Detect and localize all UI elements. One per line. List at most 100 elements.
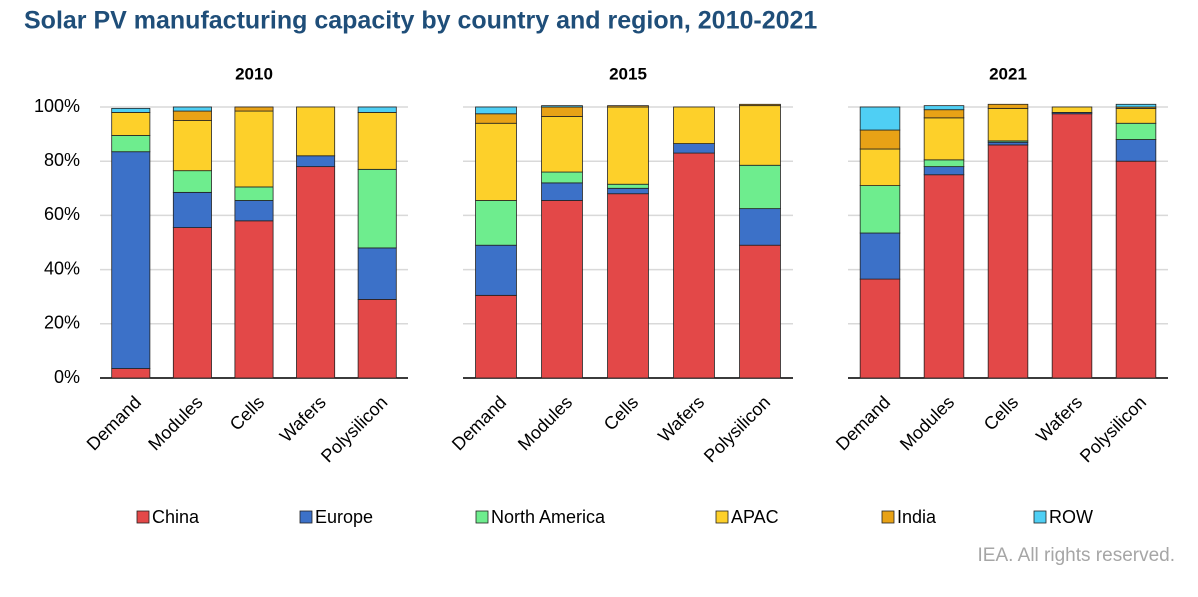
bar-segment xyxy=(739,105,781,166)
x-tick-label: Modules xyxy=(896,392,958,454)
bar-segment xyxy=(541,106,583,117)
footer: IEA. All rights reserved. xyxy=(978,545,1175,566)
bar-segment xyxy=(923,109,965,119)
bar-segment xyxy=(607,193,649,379)
bar-segment xyxy=(172,120,212,172)
panel-title: 2015 xyxy=(609,64,647,83)
bar-segment xyxy=(475,294,517,379)
bar-segment xyxy=(234,106,274,112)
panel-title: 2010 xyxy=(235,64,273,83)
bar-segment xyxy=(987,141,1029,146)
y-tick-label: 40% xyxy=(44,258,80,278)
bar-segment xyxy=(296,155,336,168)
legend-label: ROW xyxy=(1049,507,1093,527)
bar-segment xyxy=(859,278,901,379)
bar-segment xyxy=(475,106,517,115)
bar-segment xyxy=(673,143,715,154)
bar-segment xyxy=(923,117,965,161)
page-title: Solar PV manufacturing capacity by count… xyxy=(24,7,817,35)
x-tick-label: Modules xyxy=(144,392,206,454)
legend-swatch xyxy=(715,510,729,524)
bar-segment xyxy=(111,107,151,113)
bar-segment xyxy=(607,187,649,195)
legend-label: Europe xyxy=(315,507,373,527)
x-tick-label: Cells xyxy=(226,392,268,434)
bar-segment xyxy=(1115,160,1157,379)
bar-segment xyxy=(475,122,517,201)
bar-segment xyxy=(357,106,397,113)
bar-segment xyxy=(673,152,715,379)
legend-label: China xyxy=(152,507,200,527)
bar-segment xyxy=(923,166,965,176)
bar-segment xyxy=(859,148,901,186)
bar-segment xyxy=(111,368,151,379)
legend-swatch xyxy=(1033,510,1047,524)
bar-segment xyxy=(1115,107,1157,124)
legend-swatch xyxy=(475,510,489,524)
bar-segment xyxy=(172,191,212,228)
bar-segment xyxy=(607,183,649,189)
bar-segment xyxy=(859,106,901,131)
x-tick-label: Wafers xyxy=(276,392,330,446)
bar-segment xyxy=(859,232,901,280)
y-tick-label: 60% xyxy=(44,204,80,224)
legend-label: North America xyxy=(491,507,606,527)
x-tick-label: Wafers xyxy=(1032,392,1086,446)
legend-swatch xyxy=(299,510,313,524)
bar-segment xyxy=(541,171,583,184)
x-tick-label: Demand xyxy=(832,392,894,454)
x-tick-label: Polysilicon xyxy=(1076,392,1150,466)
bar-segment xyxy=(987,144,1029,379)
bar-segment xyxy=(541,116,583,173)
bar-segment xyxy=(357,168,397,249)
bar-segment xyxy=(739,208,781,246)
x-tick-label: Cells xyxy=(980,392,1022,434)
bar-segment xyxy=(172,106,212,112)
bar-segment xyxy=(111,112,151,136)
bar-segment xyxy=(296,106,336,157)
legend-swatch xyxy=(136,510,150,524)
legend-label: APAC xyxy=(731,507,779,527)
bar-segment xyxy=(923,159,965,168)
bar-segment xyxy=(475,244,517,296)
bar-segment xyxy=(541,105,583,108)
bar-segment xyxy=(234,186,274,201)
x-tick-label: Demand xyxy=(83,392,145,454)
bar-segment xyxy=(172,110,212,121)
bar-segment xyxy=(234,110,274,188)
bar-segment xyxy=(172,227,212,379)
bar-segment xyxy=(923,105,965,111)
bar-segment xyxy=(859,185,901,234)
bar-segment xyxy=(111,151,151,369)
bar-segment xyxy=(987,107,1029,142)
x-tick-label: Cells xyxy=(600,392,642,434)
bar-segment xyxy=(739,103,781,107)
bar-segment xyxy=(673,106,715,144)
bar-segment xyxy=(1115,122,1157,140)
bar-segment xyxy=(234,220,274,379)
bar-segment xyxy=(234,200,274,222)
bar-segment xyxy=(357,112,397,170)
bar-segment xyxy=(1115,139,1157,162)
bar-segment xyxy=(541,182,583,201)
bar-segment xyxy=(357,299,397,379)
y-tick-label: 100% xyxy=(34,96,80,116)
bar-segment xyxy=(1115,103,1157,108)
panel-title: 2021 xyxy=(989,64,1027,83)
bar-segment xyxy=(859,129,901,150)
legend-label: India xyxy=(897,507,937,527)
bar-segment xyxy=(296,166,336,379)
legend-swatch xyxy=(881,510,895,524)
bar-segment xyxy=(111,135,151,153)
bar-segment xyxy=(357,247,397,300)
x-tick-label: Modules xyxy=(514,392,576,454)
y-tick-label: 80% xyxy=(44,150,80,170)
bar-segment xyxy=(923,174,965,379)
bar-segment xyxy=(739,244,781,379)
bar-segment xyxy=(475,200,517,246)
bar-segment xyxy=(607,106,649,185)
bar-segment xyxy=(541,200,583,379)
bar-segment xyxy=(607,105,649,108)
y-tick-label: 0% xyxy=(54,367,80,387)
x-tick-label: Polysilicon xyxy=(700,392,774,466)
